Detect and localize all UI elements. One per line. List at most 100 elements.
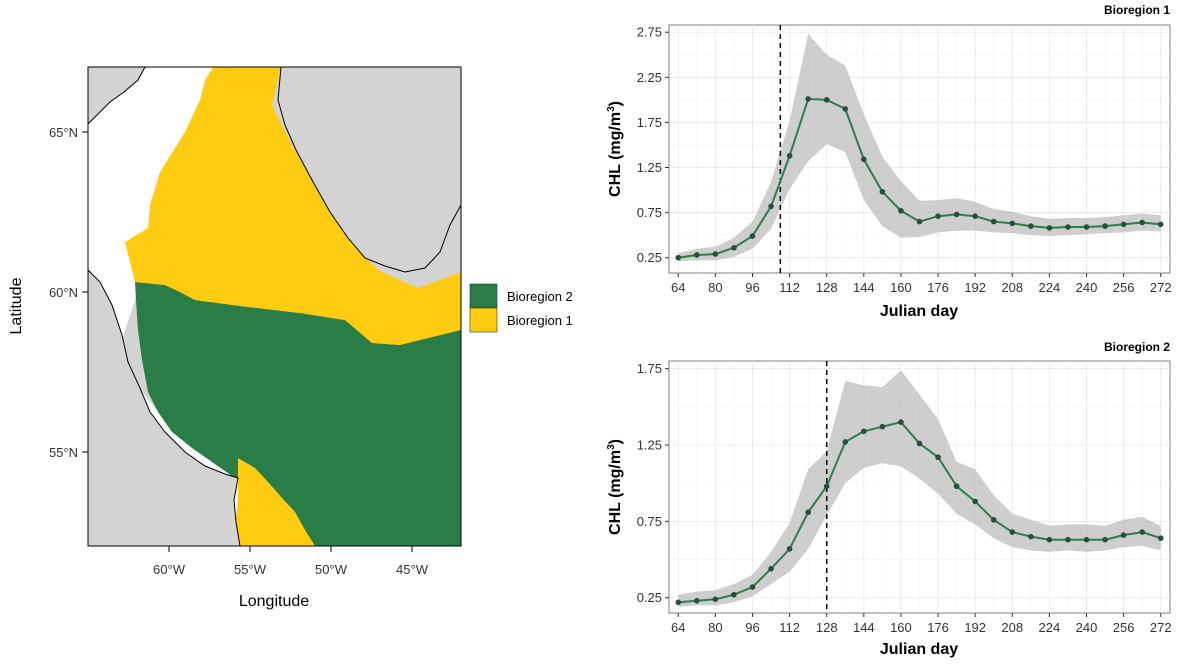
data-point	[694, 597, 700, 604]
data-point	[805, 509, 811, 515]
x-tick-label: 160	[890, 620, 912, 635]
data-point	[1157, 221, 1164, 228]
map-y-axis-title: Latitude	[8, 277, 25, 334]
x-tick-label: 128	[816, 620, 838, 635]
data-point	[1120, 221, 1127, 228]
data-point	[1028, 223, 1034, 229]
x-tick-label: 208	[1001, 280, 1023, 295]
data-point	[1065, 224, 1071, 230]
x-tick-label: 256	[1113, 280, 1135, 295]
map-x-tick: 60°W	[153, 562, 186, 577]
legend-swatch-bioregion-1	[469, 307, 498, 333]
x-tick-label: 64	[671, 280, 685, 295]
data-point	[805, 96, 811, 102]
x-tick-label: 176	[927, 620, 949, 635]
map-bioregion-1-south	[235, 458, 315, 546]
map-y-tick: 60°N	[49, 285, 78, 300]
y-tick-label: 2.75	[637, 25, 662, 40]
data-point	[749, 584, 756, 590]
confidence-ribbon	[678, 370, 1161, 607]
x-tick-label: 272	[1150, 620, 1172, 635]
data-point	[749, 233, 756, 239]
chart-bioregion-2: Bioregion 2 64 80 96 112 128 144 160 176 192 208 2…	[606, 340, 1172, 658]
y-tick-label: 1.75	[637, 361, 662, 376]
data-point	[916, 440, 923, 447]
confidence-ribbon	[678, 34, 1161, 262]
y-tick-label: 1.75	[637, 115, 662, 130]
x-tick-label: 240	[1076, 620, 1098, 635]
chart-title: Bioregion 2	[1104, 340, 1170, 354]
x-tick-label: 192	[964, 620, 986, 635]
data-point	[1139, 529, 1145, 535]
data-point	[861, 156, 867, 163]
x-tick-label: 272	[1150, 280, 1172, 295]
x-tick-label: 96	[745, 280, 759, 295]
data-point	[1157, 535, 1164, 541]
data-point	[990, 517, 997, 523]
data-point	[712, 251, 719, 257]
data-point	[842, 439, 849, 445]
x-tick-label: 224	[1039, 620, 1061, 635]
data-point	[861, 428, 867, 435]
map-y-axis: 65°N 60°N 55°N	[49, 67, 89, 546]
data-point	[731, 591, 737, 598]
data-point	[953, 211, 960, 218]
map-baffin	[88, 67, 146, 125]
x-axis-title: Julian day	[880, 641, 958, 658]
data-point	[935, 454, 941, 461]
x-tick-label: 64	[671, 620, 685, 635]
data-point	[842, 106, 849, 112]
x-tick-label: 208	[1001, 620, 1023, 635]
x-tick-label: 80	[708, 620, 722, 635]
legend-label-bioregion-2: Bioregion 2	[507, 289, 573, 304]
map-x-axis-title: Longitude	[239, 593, 309, 610]
y-axis-title: CHL (mg/m3)	[606, 439, 624, 535]
legend-label-bioregion-1: Bioregion 1	[507, 313, 573, 328]
x-tick-label: 160	[890, 280, 912, 295]
map-greenland	[277, 67, 461, 273]
data-point	[694, 252, 700, 258]
data-point	[1046, 536, 1053, 543]
data-point	[675, 254, 682, 261]
y-tick-label: 2.25	[637, 70, 662, 85]
x-tick-label: 144	[853, 620, 875, 635]
y-tick-label: 0.25	[637, 250, 662, 265]
data-point	[1065, 536, 1071, 543]
data-point	[935, 213, 941, 219]
chart-title: Bioregion 1	[1104, 3, 1170, 17]
y-tick-label: 1.25	[637, 160, 662, 175]
x-tick-label: 240	[1076, 280, 1098, 295]
data-point	[1102, 536, 1108, 543]
x-tick-label: 176	[927, 280, 949, 295]
data-point	[898, 419, 904, 425]
x-axis-title: Julian day	[880, 303, 958, 320]
data-point	[768, 565, 774, 572]
data-point	[972, 498, 978, 505]
data-point	[1009, 220, 1016, 227]
x-tick-label: 192	[964, 280, 986, 295]
map-y-tick: 65°N	[49, 125, 78, 140]
data-point	[1009, 529, 1016, 535]
x-tick-label: 144	[853, 280, 875, 295]
data-point	[1046, 225, 1053, 231]
y-tick-label: 0.75	[637, 205, 662, 220]
map-legend: Bioregion 2 Bioregion 1	[469, 283, 573, 333]
data-point	[786, 546, 793, 552]
y-tick-label: 0.25	[637, 590, 662, 605]
x-tick-label: 112	[779, 280, 800, 295]
data-point	[1028, 533, 1034, 540]
legend-swatch-bioregion-2	[469, 283, 498, 309]
data-point	[1120, 532, 1127, 538]
data-point	[823, 97, 830, 103]
map-x-tick: 50°W	[315, 562, 348, 577]
x-tick-label: 256	[1113, 620, 1135, 635]
data-point	[1139, 219, 1145, 226]
bioregion-map: 60°W 55°W 50°W 45°W 65°N 60°N 55°N Longi…	[8, 66, 573, 610]
data-point	[879, 189, 886, 195]
data-point	[1083, 536, 1090, 543]
data-point	[712, 596, 719, 603]
x-tick-label: 96	[745, 620, 759, 635]
data-point	[1083, 224, 1090, 230]
data-point	[731, 244, 737, 251]
